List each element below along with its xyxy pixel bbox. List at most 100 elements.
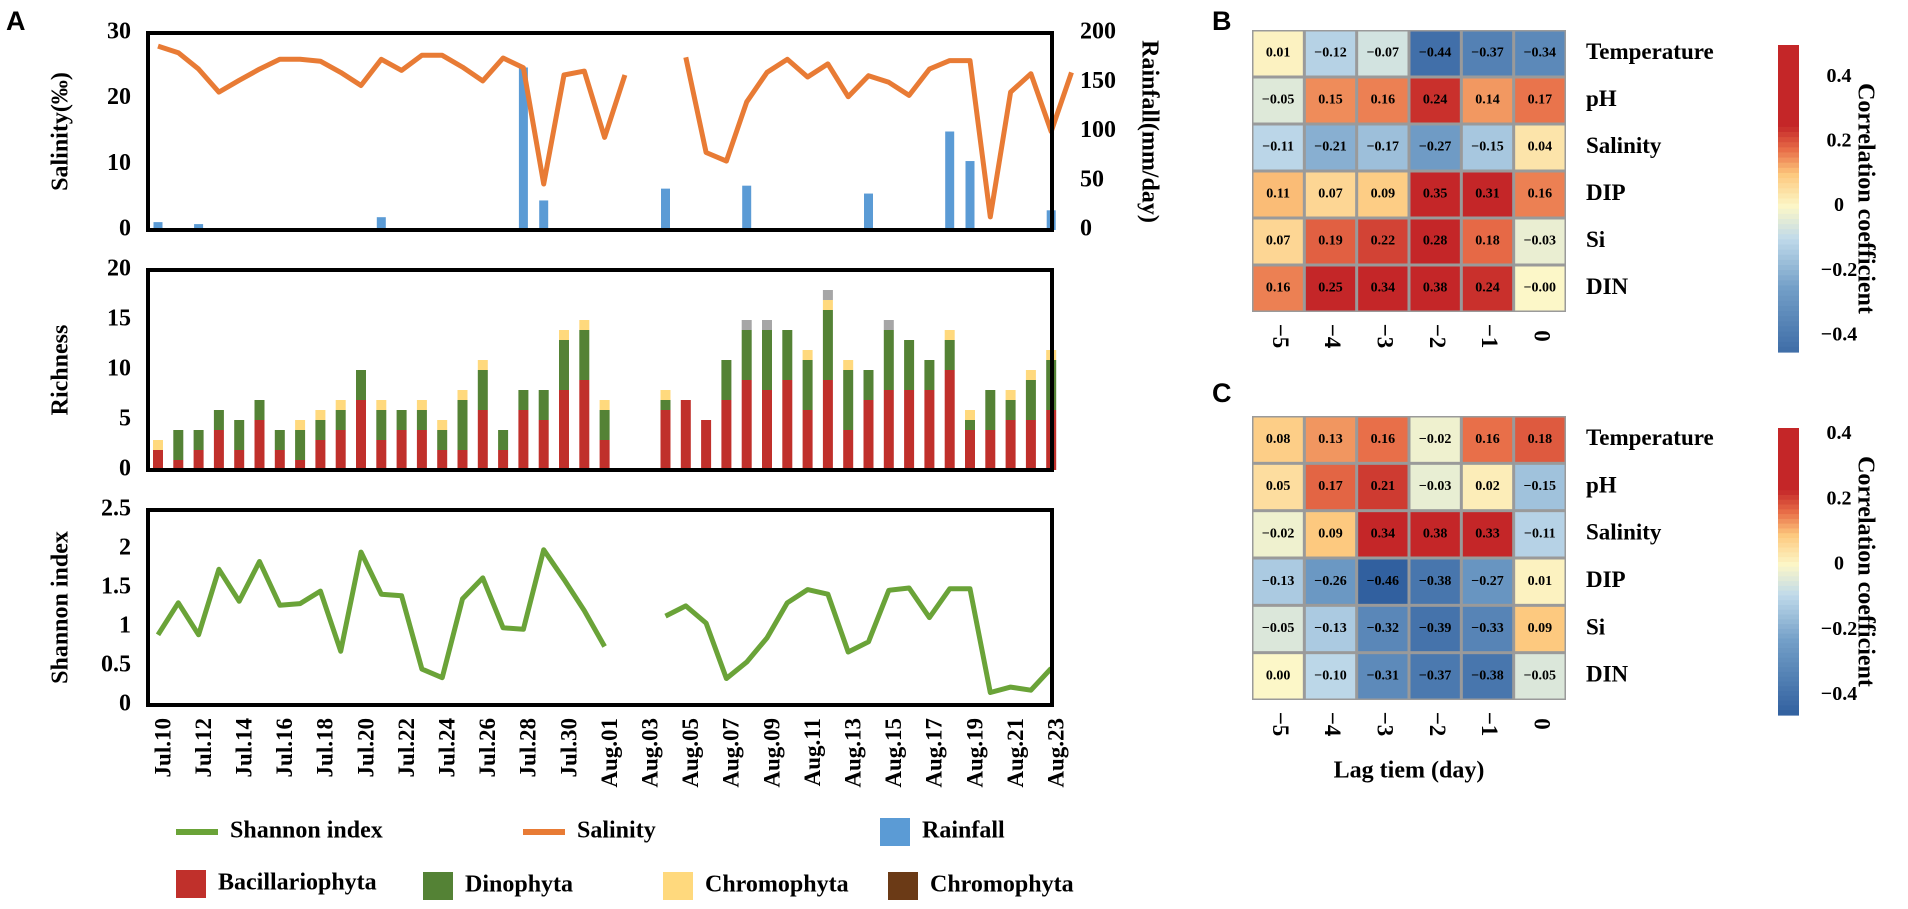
panel-label-c: C — [1212, 378, 1232, 408]
heatmap-b-cell-label-1-0: −0.05 — [1262, 93, 1294, 108]
legend-label-r2-3: Chromophyta — [930, 872, 1074, 898]
heatmap-c-colorbar-step-45 — [1778, 643, 1799, 649]
heatmap-c-cell-2-2 — [1358, 512, 1408, 557]
middle-chart-frame — [146, 268, 1054, 472]
heatmap-c-colorbar-step-22 — [1778, 533, 1799, 539]
salinity-tick-10: 10 — [107, 150, 131, 176]
heatmap-c-col-label-2: −3 — [1373, 712, 1398, 737]
heatmap-b-colorbar-step-16 — [1778, 126, 1799, 133]
legend-label-r2-2: Chromophyta — [705, 872, 849, 898]
richness-bar-bacillariophyta-0 — [153, 450, 163, 470]
heatmap-c-cell-2-1 — [1305, 512, 1356, 557]
richness-bar-dinophyta-2 — [193, 430, 204, 450]
rainfall-tick-50: 50 — [1080, 166, 1104, 192]
richness-bar-dinophyta-14 — [437, 430, 448, 450]
richness-bar-dinophyta-8 — [315, 420, 326, 440]
heatmap-c-cell-label-1-4: 0.02 — [1475, 479, 1500, 494]
heatmap-c-colorbar-step-20 — [1778, 523, 1799, 530]
heatmap-c-colorbar-step-19 — [1778, 518, 1799, 525]
legend-label-r2-0: Bacillariophyta — [218, 870, 377, 896]
heatmap-b-grid-bg — [1252, 30, 1566, 312]
heatmap-c-cell-label-1-0: 0.05 — [1266, 479, 1291, 494]
heatmap-b-cell-0-5 — [1515, 31, 1565, 76]
rainfall-tick-100: 100 — [1080, 117, 1116, 143]
heatmap-b-cell-label-5-1: 0.25 — [1318, 281, 1343, 296]
heatmap-b-colorbar-step-53 — [1778, 316, 1799, 322]
heatmap-b-cell-label-3-3: 0.35 — [1423, 187, 1448, 202]
richness-bar-chromophyta-20 — [559, 330, 569, 340]
richness-bar-dinophyta-42 — [1005, 400, 1016, 420]
legend-label-r2-1: Dinophyta — [465, 872, 573, 898]
heatmap-c-cell-label-4-3: −0.39 — [1419, 621, 1451, 636]
heatmap-c-colorbar-step-32 — [1778, 581, 1799, 587]
heatmap-c-cell-1-1 — [1305, 464, 1356, 510]
heatmap-b-cell-label-5-3: 0.38 — [1423, 281, 1448, 296]
heatmap-c-colorbar-step-2 — [1778, 437, 1799, 443]
heatmap-b-col-label-3: −2 — [1425, 324, 1450, 349]
richness-bar-bacillariophyta-8 — [315, 440, 326, 470]
heatmap-b-cell-5-0 — [1253, 266, 1303, 311]
heatmap-c-cell-label-0-0: 0.08 — [1266, 432, 1291, 447]
heatmap-c-row-label-3: DIP — [1586, 567, 1626, 592]
heatmap-b-cell-label-4-2: 0.22 — [1371, 234, 1396, 249]
richness-bar-bacillariophyta-11 — [376, 440, 387, 470]
heatmap-c-colorbar-step-29 — [1778, 566, 1799, 573]
heatmap-b-cell-2-4 — [1462, 125, 1513, 170]
richness-bar-other-36 — [883, 320, 894, 330]
heatmap-b-cell-label-0-0: 0.01 — [1266, 46, 1291, 61]
heatmap-c-colorbar-step-33 — [1778, 585, 1799, 592]
heatmap-b-col-label-2: −3 — [1373, 324, 1398, 349]
richness-bar-dinophyta-16 — [477, 370, 488, 410]
top-chart-frame — [146, 31, 1054, 232]
heatmap-c-cell-label-4-1: −0.13 — [1314, 621, 1346, 636]
heatmap-b-row-label-1: pH — [1586, 86, 1617, 111]
heatmap-c-colorbar-step-5 — [1778, 451, 1799, 458]
heatmap-b-colorbar-step-23 — [1778, 162, 1799, 169]
heatmap-b-colorbar-step-46 — [1778, 280, 1799, 287]
heatmap-c-colorbar-step-41 — [1778, 624, 1799, 630]
richness-bar-bacillariophyta-32 — [802, 410, 813, 470]
richness-bar-dinophyta-6 — [274, 430, 285, 450]
richness-bar-bacillariophyta-18 — [518, 410, 529, 470]
heatmap-c-cell-1-5 — [1515, 464, 1565, 510]
date-tick-Aug.23: Aug.23 — [1043, 718, 1068, 788]
richness-bar-bacillariophyta-7 — [295, 460, 306, 470]
date-tick-Jul.18: Jul.18 — [313, 718, 338, 777]
shannon-tick-2.5: 2.5 — [101, 496, 131, 522]
heatmap-b-col-label-4: −1 — [1477, 324, 1502, 349]
date-tick-Jul.20: Jul.20 — [353, 718, 378, 777]
heatmap-b-colorbar-step-10 — [1778, 96, 1799, 102]
heatmap-c-cell-4-5 — [1515, 606, 1565, 652]
heatmap-b-cell-5-3 — [1410, 266, 1460, 311]
legend-label-2: Rainfall — [922, 818, 1005, 844]
richness-bar-bacillariophyta-4 — [234, 450, 245, 470]
richness-bar-dinophyta-30 — [762, 330, 772, 390]
heatmap-c-colorbar-step-57 — [1778, 700, 1799, 707]
heatmap-c-cell-label-2-4: 0.33 — [1475, 527, 1500, 542]
heatmap-c-row-label-1: pH — [1586, 472, 1617, 497]
heatmap-c-colorbar-step-44 — [1778, 638, 1799, 644]
richness-tick-0: 0 — [119, 456, 131, 482]
heatmap-b-colorbar-step-40 — [1778, 249, 1799, 256]
heatmap-b-colorbar-step-52 — [1778, 311, 1799, 317]
heatmap-b-cell-5-2 — [1358, 266, 1408, 311]
heatmap-c-cell-1-0 — [1253, 464, 1303, 510]
heatmap-b-cell-0-4 — [1462, 31, 1513, 76]
heatmap-b-cell-label-3-0: 0.11 — [1266, 187, 1290, 202]
heatmap-c-cell-3-0 — [1253, 559, 1303, 604]
heatmap-c-colorbar-step-12 — [1778, 485, 1799, 491]
heatmap-b-colorbar-step-22 — [1778, 157, 1799, 164]
richness-tick-20: 20 — [107, 256, 131, 282]
heatmap-c-cell-label-4-5: 0.09 — [1528, 621, 1553, 636]
heatmap-c-colorbar-step-6 — [1778, 456, 1799, 463]
heatmap-c-colorbar-step-7 — [1778, 461, 1799, 467]
richness-bar-chromophyta-16 — [477, 360, 488, 370]
heatmap-b-cell-label-0-4: −0.37 — [1471, 46, 1503, 61]
heatmap-c-colorbar-step-0 — [1778, 428, 1799, 434]
bottom-chart-frame — [146, 508, 1054, 707]
heatmap-b-cell-label-5-2: 0.34 — [1371, 281, 1396, 296]
heatmap-c-colorbar-step-37 — [1778, 604, 1799, 611]
heatmap-b-cell-2-1 — [1305, 125, 1356, 170]
heatmap-c-colorbar-step-4 — [1778, 447, 1799, 453]
richness-bar-bacillariophyta-2 — [193, 450, 204, 470]
